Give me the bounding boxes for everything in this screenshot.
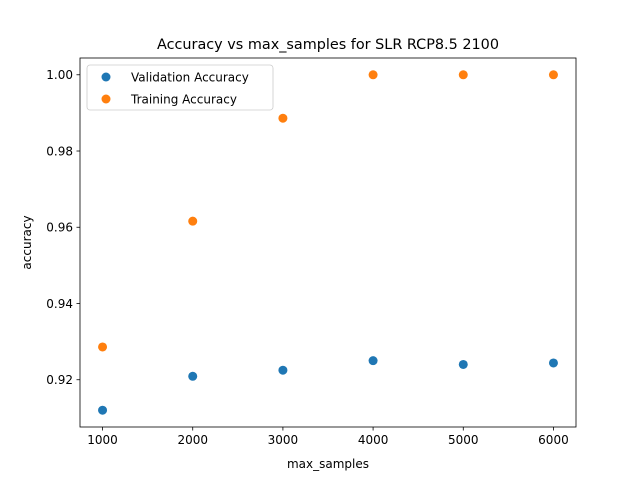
x-tick-label: 6000 bbox=[538, 433, 569, 447]
validation-accuracy-point bbox=[548, 358, 558, 368]
training-accuracy-point bbox=[368, 70, 378, 80]
legend-label: Training Accuracy bbox=[130, 92, 237, 106]
y-tick-label: 0.94 bbox=[46, 297, 73, 311]
y-tick-label: 0.96 bbox=[46, 221, 73, 235]
x-tick-label: 1000 bbox=[87, 433, 118, 447]
x-tick-label: 4000 bbox=[358, 433, 389, 447]
legend-box bbox=[86, 64, 274, 111]
x-tick-label: 5000 bbox=[448, 433, 479, 447]
chart-title: Accuracy vs max_samples for SLR RCP8.5 2… bbox=[157, 37, 499, 53]
validation-accuracy-point bbox=[98, 405, 108, 415]
y-axis-label: accuracy bbox=[20, 215, 34, 269]
data-points bbox=[98, 70, 558, 415]
x-tick-label: 3000 bbox=[268, 433, 299, 447]
training-accuracy-point bbox=[98, 342, 108, 352]
x-axis: 1000 2000 3000 4000 5000 6000 bbox=[87, 427, 569, 447]
x-axis-label: max_samples bbox=[287, 457, 369, 471]
legend-marker bbox=[101, 72, 111, 82]
legend-marker bbox=[101, 94, 111, 104]
validation-accuracy-point bbox=[368, 356, 378, 366]
validation-accuracy-point bbox=[458, 359, 468, 369]
plot-area bbox=[79, 57, 577, 428]
y-tick-label: 1.00 bbox=[46, 68, 73, 82]
y-tick-label: 0.98 bbox=[46, 144, 73, 158]
training-accuracy-point bbox=[278, 113, 288, 123]
x-tick-label: 2000 bbox=[177, 433, 208, 447]
training-accuracy-point bbox=[458, 70, 468, 80]
legend: Validation Accuracy Training Accuracy bbox=[86, 64, 274, 111]
validation-accuracy-point bbox=[188, 371, 198, 381]
validation-accuracy-point bbox=[278, 365, 288, 375]
y-axis: 0.92 0.94 0.96 0.98 1.00 bbox=[46, 68, 80, 387]
training-accuracy-point bbox=[188, 216, 198, 226]
training-accuracy-point bbox=[548, 70, 558, 80]
legend-label: Validation Accuracy bbox=[131, 70, 249, 84]
y-tick-label: 0.92 bbox=[46, 373, 73, 387]
